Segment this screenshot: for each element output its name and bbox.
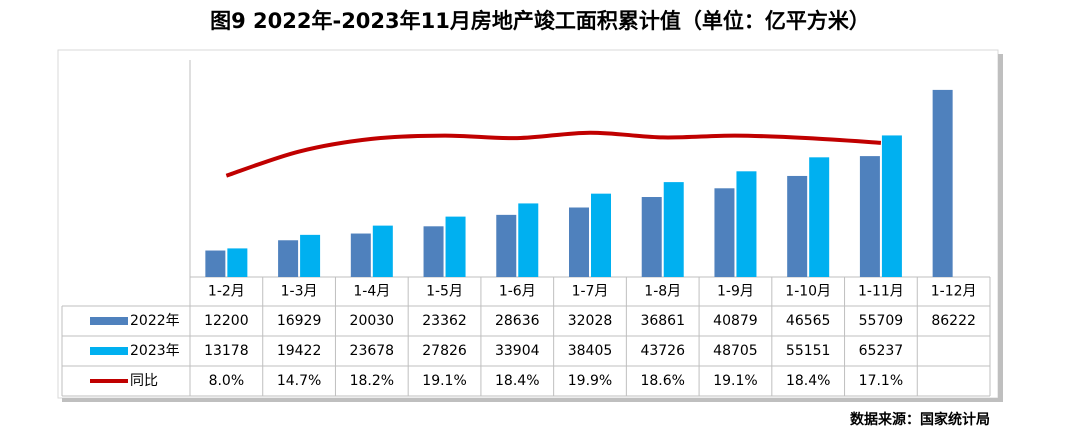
table-value: 16929	[277, 313, 322, 329]
bar	[300, 234, 321, 277]
table-value: 55709	[859, 313, 904, 329]
table-value: 32028	[568, 313, 613, 329]
table-value: 48705	[713, 343, 758, 359]
bar	[372, 225, 393, 277]
bar	[591, 193, 611, 277]
table-value: 19422	[277, 343, 322, 359]
source: 数据来源：国家统计局	[850, 411, 990, 428]
x-tick-label: 1-4月	[353, 284, 390, 300]
bar	[736, 171, 757, 277]
table-value: 20030	[350, 313, 395, 329]
bar	[787, 175, 808, 277]
bar	[859, 156, 880, 277]
bar	[932, 89, 953, 278]
frame-shadow	[62, 398, 1003, 402]
table-value: 18.2%	[350, 373, 394, 389]
bar	[809, 157, 830, 277]
table-value: 18.6%	[640, 373, 684, 389]
x-tick-label: 1-3月	[281, 284, 318, 300]
bar	[423, 226, 444, 277]
table-value: 40879	[713, 313, 758, 329]
x-tick-label: 1-5月	[426, 284, 463, 300]
table-value: 17.1%	[859, 373, 903, 389]
bar	[714, 188, 735, 277]
table-value: 8.0%	[209, 373, 245, 389]
table-value: 38405	[568, 343, 613, 359]
table-value: 19.1%	[713, 373, 757, 389]
table-value: 19.1%	[422, 373, 466, 389]
table-value: 19.9%	[568, 373, 612, 389]
table-value: 23678	[350, 343, 395, 359]
legend-label: 2023年	[130, 343, 180, 359]
x-tick-label: 1-11月	[858, 284, 904, 300]
table-value: 14.7%	[277, 373, 321, 389]
chart-title: 图9 2022年-2023年11月房地产竣工面积累计值（单位：亿平方米）	[210, 9, 870, 33]
bar	[569, 207, 589, 277]
bar	[227, 248, 248, 277]
x-tick-label: 1-9月	[717, 284, 754, 300]
table-value: 86222	[931, 313, 976, 329]
table-value: 43726	[640, 343, 685, 359]
x-tick-label: 1-6月	[499, 284, 536, 300]
bar	[445, 216, 466, 277]
x-tick-label: 1-2月	[208, 284, 245, 300]
table-value: 33904	[495, 343, 540, 359]
table-value: 65237	[859, 343, 904, 359]
x-tick-label: 1-12月	[931, 284, 977, 300]
table-value: 27826	[422, 343, 467, 359]
bar	[496, 214, 517, 277]
bar	[881, 135, 902, 277]
legend-key	[90, 317, 128, 325]
bar	[278, 240, 299, 277]
line	[225, 130, 882, 178]
bar	[663, 182, 684, 277]
table-value: 18.4%	[786, 373, 830, 389]
table-value: 12200	[204, 313, 249, 329]
legend-key	[90, 347, 128, 355]
table-value: 13178	[204, 343, 249, 359]
bar	[205, 250, 226, 277]
table-value: 23362	[422, 313, 467, 329]
frame-shadow	[998, 54, 1003, 402]
legend-label: 同比	[130, 373, 158, 389]
x-tick-label: 1-10月	[785, 284, 831, 300]
x-tick-label: 1-8月	[644, 284, 681, 300]
bar	[350, 233, 371, 277]
table-value: 28636	[495, 313, 540, 329]
table-value: 18.4%	[495, 373, 539, 389]
bar	[641, 197, 662, 277]
bar	[518, 203, 539, 277]
table-value: 55151	[786, 343, 831, 359]
x-tick-label: 1-7月	[572, 284, 609, 300]
table-value: 36861	[640, 313, 685, 329]
legend-label: 2022年	[130, 313, 180, 329]
table-value: 46565	[786, 313, 831, 329]
